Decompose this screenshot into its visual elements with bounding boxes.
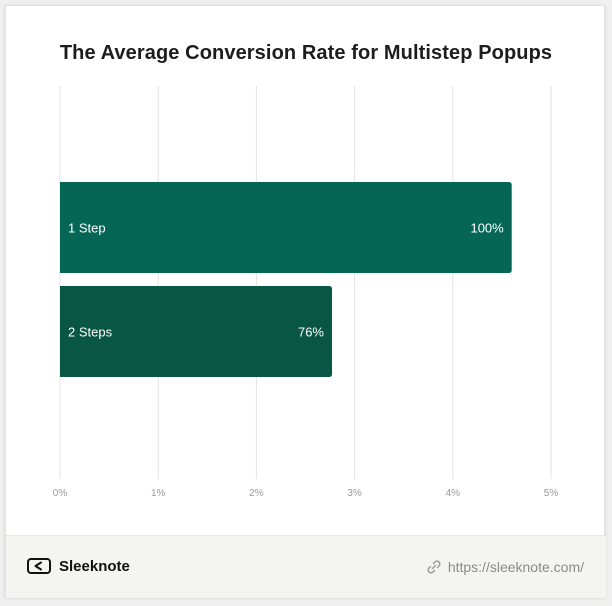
x-tick-label-1: 1% [151,488,166,499]
chart-card: The Average Conversion Rate for Multiste… [5,5,606,598]
bar-1[interactable] [60,182,512,273]
x-tick-label-2: 2% [249,488,264,499]
source-url: https://sleeknote.com/ [447,559,584,575]
bar-category-label-1: 1 Step [68,221,106,236]
link-icon [427,560,441,574]
bar-chart: 1 Step 100% 2 Steps 76% 0% 1% 2% 3% 4% 5% [53,86,559,499]
brand[interactable]: Sleeknote [27,557,130,575]
x-axis-ticks: 0% 1% 2% 3% 4% 5% [53,488,559,499]
sleeknote-logo-icon [27,558,51,574]
bars: 1 Step 100% 2 Steps 76% [60,182,512,377]
source-link[interactable]: https://sleeknote.com/ [426,559,584,575]
bar-2[interactable] [60,286,333,377]
x-tick-label-0: 0% [53,488,68,499]
bar-category-label-2: 2 Steps [68,325,113,340]
brand-name: Sleeknote [59,557,130,575]
grid-lines [59,86,552,479]
x-tick-label-4: 4% [446,488,461,499]
x-tick-label-5: 5% [544,488,559,499]
footer: Sleeknote https://sleeknote.com/ [6,535,606,598]
bar-value-label-2: 76% [298,325,324,340]
x-tick-label-3: 3% [347,488,362,499]
chart-title: The Average Conversion Rate for Multiste… [59,42,553,64]
bar-value-label-1: 100% [470,221,504,236]
